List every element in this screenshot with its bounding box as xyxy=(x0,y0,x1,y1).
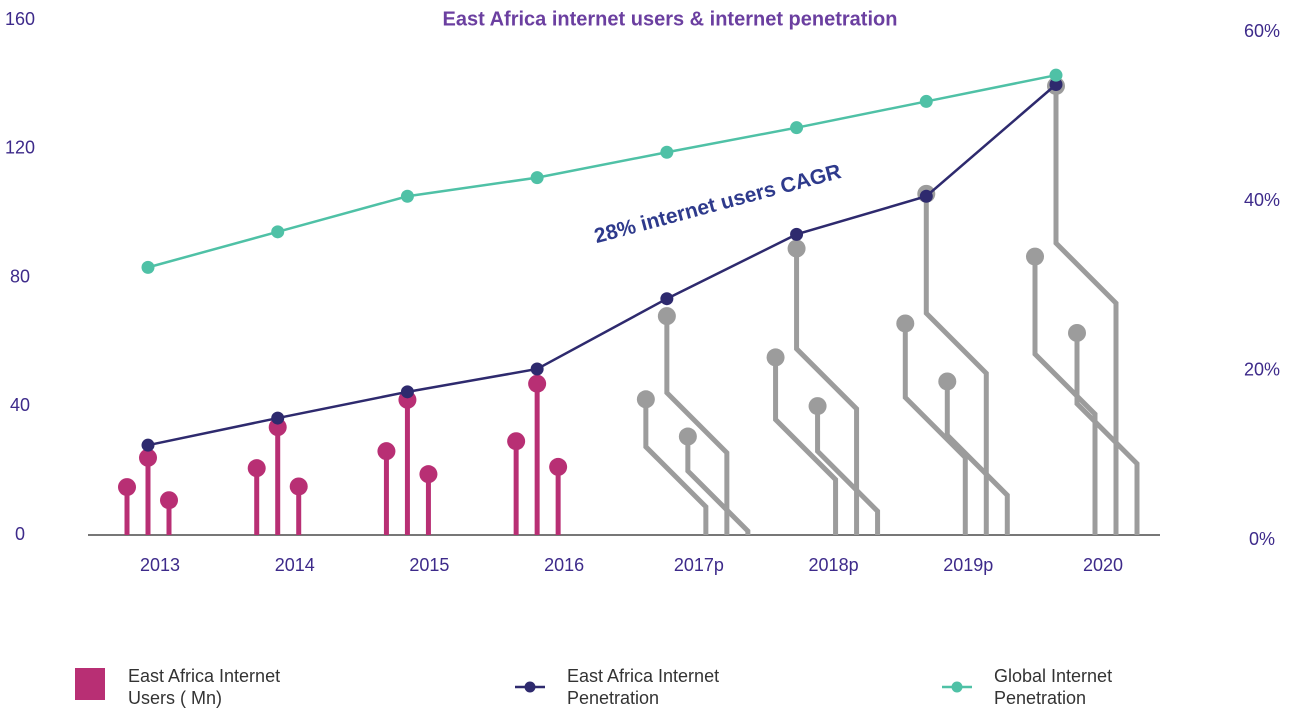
lollipop-head xyxy=(528,374,547,393)
lollipop-decor-head xyxy=(636,390,655,409)
line-point xyxy=(660,145,674,159)
line-point xyxy=(271,411,285,425)
x-tick-label: 2013 xyxy=(140,555,180,575)
x-tick-label: 2018p xyxy=(809,555,859,575)
legend-label: East Africa Internet Users ( Mn) xyxy=(128,666,281,708)
line-point xyxy=(790,121,804,135)
line-point xyxy=(530,171,544,185)
annotation: 28% internet users CAGR xyxy=(592,160,844,248)
lollipop-decor-stick xyxy=(1032,256,1098,535)
y2-tick-label: 60% xyxy=(1244,21,1280,41)
legend-label: Global Internet Penetration xyxy=(994,666,1113,708)
lollipop-decor-stick xyxy=(773,357,839,535)
chart-title: East Africa internet users & internet pe… xyxy=(443,8,898,30)
x-tick-label: 2014 xyxy=(275,555,315,575)
lollipop-decor-head xyxy=(1026,247,1044,266)
legend-swatch xyxy=(75,668,105,700)
line-point xyxy=(271,225,285,239)
y-tick-label: 120 xyxy=(5,138,35,158)
lollipop-decor-head xyxy=(118,478,136,497)
lollipop-decor-head xyxy=(160,491,178,510)
lollipop-decor-head xyxy=(507,432,526,451)
lollipop-decor-head xyxy=(1068,323,1086,342)
lollipop-decor-head xyxy=(938,372,957,391)
line-point xyxy=(400,385,414,399)
lollipop-decor-head xyxy=(289,477,308,496)
lollipop-stick xyxy=(664,316,730,535)
line-point xyxy=(141,260,155,274)
line xyxy=(147,83,1057,447)
lollipop-head xyxy=(657,307,676,326)
y-tick-label: 0 xyxy=(15,524,25,544)
line-point xyxy=(919,189,933,203)
line-point xyxy=(400,189,414,203)
x-tick-label: 2016 xyxy=(544,555,584,575)
lollipop-decor-head xyxy=(808,397,827,416)
y2-tick-label: 40% xyxy=(1244,190,1280,210)
y2-tick-label: 0% xyxy=(1249,529,1275,549)
lollipop-decor-stick xyxy=(815,406,881,535)
line-point xyxy=(919,94,933,108)
lollipop-stick xyxy=(1053,85,1119,535)
y2-tick-label: 20% xyxy=(1244,359,1280,379)
y-tick-label: 160 xyxy=(5,9,35,29)
legend-swatch xyxy=(524,681,536,693)
lollipop-decor-stick xyxy=(685,436,751,535)
line-point xyxy=(1049,77,1063,91)
lollipop-stick xyxy=(923,193,989,535)
y-tick-label: 80 xyxy=(10,266,30,286)
x-tick-label: 2019p xyxy=(943,555,993,575)
line xyxy=(147,73,1057,269)
lollipop-head xyxy=(787,239,806,258)
line-point xyxy=(790,227,804,241)
lollipop-stick xyxy=(794,248,860,535)
x-tick-label: 2015 xyxy=(409,555,449,575)
lollipop-decor-head xyxy=(896,314,915,333)
lollipop-decor-stick xyxy=(944,381,1010,535)
legend-label: East Africa Internet Penetration xyxy=(567,666,720,708)
lollipop-head xyxy=(139,448,157,467)
line-point xyxy=(530,362,544,376)
lollipop-decor-stick xyxy=(902,323,968,535)
line-point xyxy=(1049,68,1063,82)
lollipop-decor-head xyxy=(419,465,438,484)
lollipop-decor-head xyxy=(766,348,785,367)
lollipop-decor-head xyxy=(247,459,266,478)
lollipop-decor-stick xyxy=(643,399,709,535)
lollipop-decor-head xyxy=(377,442,396,461)
line-point xyxy=(141,438,155,452)
x-tick-label: 2017p xyxy=(674,555,724,575)
lollipop-decor-head xyxy=(549,457,568,476)
x-tick-label: 2020 xyxy=(1083,555,1123,575)
lollipop-decor-stick xyxy=(1074,332,1140,535)
line-point xyxy=(660,292,674,306)
legend-swatch xyxy=(951,681,963,693)
y-tick-label: 40 xyxy=(10,395,30,415)
lollipop-decor-head xyxy=(678,427,697,446)
